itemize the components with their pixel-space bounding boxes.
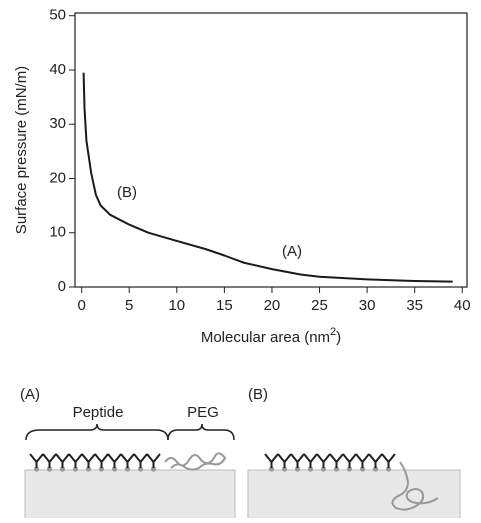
x-axis-label-suffix: ) (336, 329, 341, 346)
x-tick-label: 25 (311, 297, 328, 314)
anchor-dot (59, 466, 66, 472)
y-tick-label: 0 (58, 278, 66, 295)
anchor-dot (111, 466, 118, 472)
peptide-label: Peptide (73, 404, 124, 421)
anchor-dot (307, 466, 314, 472)
anchor-dot (359, 466, 366, 472)
x-tick-label: 15 (216, 297, 233, 314)
x-axis-label: Molecular area (nm2) (201, 326, 341, 346)
surface (247, 469, 461, 521)
anchor-dot (320, 466, 327, 472)
panel-label: (B) (248, 386, 268, 403)
panel-label: (A) (20, 386, 40, 403)
anchor-dot (46, 466, 53, 472)
peg-chain (164, 452, 227, 471)
x-axis-label-sup: 2 (330, 326, 336, 338)
y-axis-label: Surface pressure (mN/m) (13, 66, 30, 234)
anchor-dot (294, 466, 301, 472)
x-tick-label: 20 (264, 297, 281, 314)
y-tick-label: 40 (49, 61, 66, 78)
anchor-dot (137, 466, 144, 472)
anchor-dot (281, 466, 288, 472)
diagram: (A) Peptide PEG (B) (20, 386, 461, 521)
peg-label: PEG (187, 404, 219, 421)
x-tick-label: 10 (168, 297, 185, 314)
anchor-dot (385, 466, 392, 472)
plot-frame (74, 12, 468, 288)
anchor-dot (124, 466, 131, 472)
anchor-dot (268, 466, 275, 472)
surface (24, 469, 236, 521)
anchor-dot (98, 466, 105, 472)
anchor-dot (346, 466, 353, 472)
y-tick-label: 30 (49, 115, 66, 132)
peptide-chain (29, 453, 161, 468)
y-tick-label: 50 (49, 7, 66, 24)
anchor-dot (72, 466, 79, 472)
y-tick-label: 20 (49, 169, 66, 186)
x-tick-label: 0 (77, 297, 85, 314)
anchor-dot (372, 466, 379, 472)
x-tick-label: 35 (406, 297, 423, 314)
x-tick-label: 40 (454, 297, 471, 314)
anchor-dot (33, 466, 40, 472)
line (82, 72, 453, 283)
anchor-dot (333, 466, 340, 472)
anchor-dot (150, 466, 157, 472)
x-tick-label: 5 (125, 297, 133, 314)
brace (25, 423, 169, 441)
anchor-dot (85, 466, 92, 472)
brace (167, 423, 235, 441)
annotation: (A) (282, 243, 302, 260)
annotation: (B) (117, 184, 137, 201)
y-tick-label: 10 (49, 224, 66, 241)
peg-chain (391, 461, 439, 511)
x-tick-label: 30 (359, 297, 376, 314)
peptide-chain (264, 453, 396, 468)
x-axis-label-text: Molecular area (nm (201, 329, 330, 346)
